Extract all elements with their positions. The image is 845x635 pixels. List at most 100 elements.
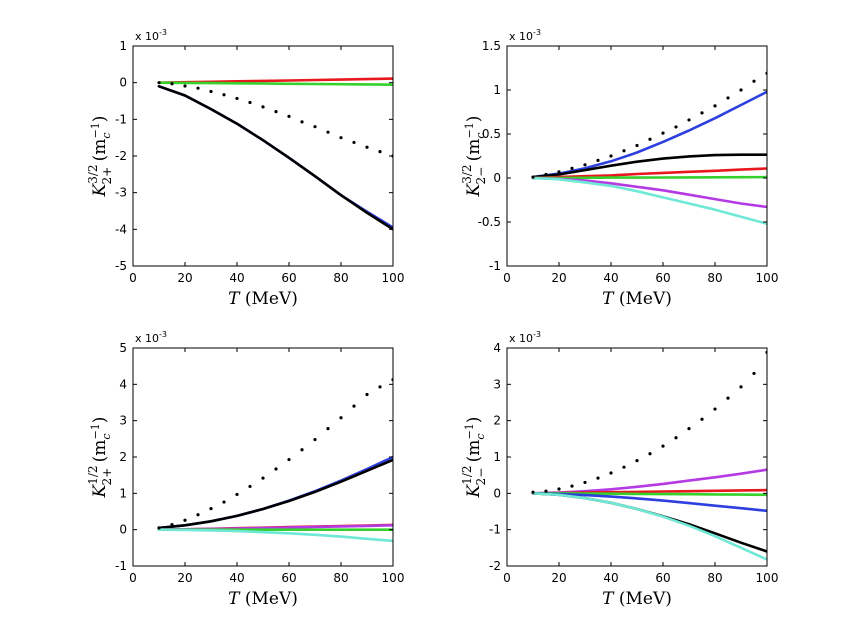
y-tick-label: 1 bbox=[493, 450, 501, 464]
axis-exponent-label: x 10-3 bbox=[135, 28, 167, 43]
data-point bbox=[261, 476, 265, 480]
x-axis-label: T (MeV) bbox=[228, 589, 298, 609]
x-tick-label: 0 bbox=[129, 571, 137, 585]
data-point bbox=[287, 457, 291, 462]
y-label-unit-sup: −1 bbox=[89, 423, 102, 439]
panel-k12-minus: 0 20 40 60 80 100 -2 -1 0 1 2 3 4 x 10-3 T (MeV) K1/22−… bbox=[460, 330, 778, 609]
series-line-1 bbox=[157, 458, 393, 530]
y-tick-label: -3 bbox=[115, 186, 127, 200]
data-point bbox=[635, 459, 639, 463]
y-axis-label: K3/22+ (mc−1) bbox=[86, 116, 114, 198]
data-point bbox=[157, 526, 161, 530]
x-axis-variable: T bbox=[602, 289, 615, 309]
y-tick-label: -2 bbox=[115, 149, 127, 163]
series-line-5 bbox=[531, 176, 767, 226]
x-axis-label: T (MeV) bbox=[602, 589, 672, 609]
y-tick-label: -0.5 bbox=[478, 215, 501, 229]
y-label-base: K bbox=[464, 182, 484, 197]
data-point bbox=[700, 417, 704, 421]
x-tick-label: 0 bbox=[129, 271, 137, 285]
axis-exponent-label: x 10-3 bbox=[509, 28, 541, 43]
data-point bbox=[622, 465, 626, 469]
y-tick-label: 0 bbox=[119, 76, 127, 90]
data-point bbox=[752, 79, 756, 83]
data-point bbox=[209, 89, 213, 94]
data-point bbox=[648, 137, 652, 141]
y-axis-label: K3/22− (mc−1) bbox=[460, 116, 488, 198]
x-axis-label: T (MeV) bbox=[602, 289, 672, 309]
x-tick-label: 20 bbox=[551, 571, 566, 585]
data-point bbox=[300, 120, 304, 124]
x-axis-variable: T bbox=[228, 289, 241, 309]
y-label-unit-sup: −1 bbox=[89, 122, 102, 138]
data-point bbox=[235, 492, 239, 497]
data-point bbox=[248, 100, 252, 105]
y-tick-label: 2 bbox=[493, 414, 501, 428]
y-tick-label: 1 bbox=[119, 486, 127, 500]
y-label-unit-open: (m bbox=[464, 440, 484, 468]
y-tick-label: 2 bbox=[119, 450, 127, 464]
y-label-unit-sub: c bbox=[474, 132, 487, 138]
y-tick-label: -1 bbox=[489, 523, 501, 537]
data-point bbox=[583, 163, 587, 167]
y-label-unit-close: ) bbox=[90, 417, 110, 424]
data-point bbox=[648, 452, 652, 456]
data-point bbox=[339, 136, 343, 140]
axis-exponent-label: x 10-3 bbox=[135, 330, 167, 345]
series-line-4 bbox=[531, 176, 767, 209]
y-label-superscript: 3/2 bbox=[460, 164, 474, 183]
y-tick-label: 0 bbox=[493, 486, 501, 500]
data-point bbox=[235, 96, 239, 101]
data-point bbox=[378, 385, 382, 389]
data-point bbox=[609, 154, 613, 158]
data-point bbox=[196, 86, 200, 90]
y-tick-label: 3 bbox=[493, 377, 501, 391]
exponent-base: x 10 bbox=[135, 332, 159, 345]
x-tick-label: 100 bbox=[756, 271, 779, 285]
data-point bbox=[544, 489, 548, 493]
data-point bbox=[313, 125, 317, 129]
data-point bbox=[352, 404, 356, 408]
data-point bbox=[661, 131, 665, 135]
y-label-base: K bbox=[90, 483, 110, 498]
data-point bbox=[557, 487, 561, 491]
data-point bbox=[326, 427, 330, 431]
y-label-superscript: 3/2 bbox=[86, 164, 100, 183]
data-point bbox=[713, 407, 717, 411]
x-axis-unit: (MeV) bbox=[239, 289, 297, 309]
x-axis-label: T (MeV) bbox=[228, 289, 298, 309]
data-point bbox=[687, 118, 691, 122]
data-point bbox=[378, 150, 382, 154]
y-label-unit-open: (m bbox=[90, 440, 110, 468]
series-group bbox=[157, 378, 393, 543]
data-point bbox=[700, 111, 704, 115]
y-tick-label: -2 bbox=[489, 559, 501, 573]
exponent-base: x 10 bbox=[509, 30, 533, 43]
data-point bbox=[661, 444, 665, 448]
x-tick-label: 40 bbox=[603, 571, 618, 585]
y-label-unit-close: ) bbox=[464, 116, 484, 123]
data-point bbox=[531, 175, 535, 179]
data-point bbox=[196, 513, 200, 517]
data-point bbox=[209, 506, 213, 511]
x-axis-unit: (MeV) bbox=[613, 589, 671, 609]
y-tick-label: -4 bbox=[115, 222, 127, 236]
data-point bbox=[531, 490, 535, 494]
data-point bbox=[183, 84, 187, 88]
series-group bbox=[531, 71, 767, 226]
y-label-base: K bbox=[464, 483, 484, 498]
y-axis-label: K1/22+ (mc−1) bbox=[86, 417, 114, 499]
data-point bbox=[739, 385, 743, 389]
axes-box bbox=[506, 347, 768, 567]
data-point bbox=[157, 81, 161, 85]
y-label-unit-close: ) bbox=[464, 417, 484, 424]
x-tick-label: 60 bbox=[281, 271, 296, 285]
x-tick-label: 60 bbox=[281, 571, 296, 585]
y-label-unit-open: (m bbox=[90, 139, 110, 167]
data-point bbox=[261, 105, 265, 109]
x-tick-label: 40 bbox=[229, 271, 244, 285]
data-point bbox=[674, 436, 678, 440]
y-axis-label: K1/22− (mc−1) bbox=[460, 417, 488, 499]
